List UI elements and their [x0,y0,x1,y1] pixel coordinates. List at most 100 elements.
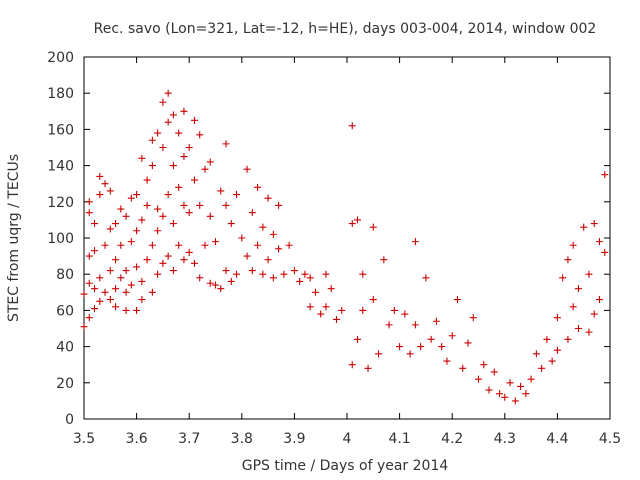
data-point [306,274,314,282]
data-point [511,397,519,405]
data-point [475,375,482,383]
y-tick-label: 40 [56,340,74,356]
x-tick-label: 3.5 [73,431,95,447]
data-point [332,315,340,323]
data-point [595,296,603,304]
data-point [369,296,377,304]
data-point [122,306,130,314]
data-point [280,270,288,278]
plot-area-frame [83,56,611,420]
data-point [348,220,356,228]
data-point [432,317,440,325]
y-axis-label: STEC from uqrg / TECUs [6,154,22,322]
data-point [143,176,151,184]
data-point [459,364,467,372]
x-tick-label: 3.7 [178,431,200,447]
data-point [122,267,130,275]
data-point [122,288,130,296]
data-point [354,216,362,224]
data-point [538,364,546,372]
data-point [212,281,219,289]
data-point [106,187,114,195]
data-point [154,129,162,137]
data-point [185,248,193,256]
data-point [117,274,125,282]
data-point [264,194,272,202]
data-point [85,279,93,287]
data-point [227,277,235,285]
data-point [401,310,409,318]
data-point [306,303,314,311]
data-point [496,390,504,398]
data-point [348,361,356,369]
x-tick-label: 3.6 [125,431,147,447]
data-point [396,343,404,351]
data-point [138,216,146,224]
data-point [390,306,398,314]
data-point [427,335,435,343]
data-point [190,176,198,184]
data-point [217,285,225,293]
data-point [548,357,556,365]
data-point [190,259,198,267]
data-point [417,343,425,351]
y-tick-label: 200 [47,50,74,66]
data-point [569,303,577,311]
data-point [106,267,114,275]
data-point [485,386,493,394]
data-point [180,201,188,209]
data-point [364,364,372,372]
data-point [275,245,283,253]
data-point [453,296,461,304]
data-point [117,241,125,249]
data-point [148,162,156,170]
data-point [269,274,277,282]
data-point [154,270,162,278]
x-tick-label: 3.9 [283,431,305,447]
y-tick-label: 20 [56,376,74,392]
data-point [101,288,109,296]
data-point [311,288,319,296]
data-point [227,220,235,228]
data-point [185,144,193,151]
data-point [169,220,177,228]
data-point [317,310,325,318]
data-point [243,252,251,260]
data-point [169,162,177,170]
data-point [180,153,188,161]
data-point [91,305,99,313]
data-point [585,270,593,278]
data-point [85,314,93,322]
data-point [117,205,125,213]
y-tick-label: 120 [47,195,74,211]
data-point [159,98,167,106]
data-point [259,223,267,231]
data-point [212,238,219,246]
data-point [501,393,509,401]
data-point [322,303,330,311]
data-point [127,194,135,202]
x-tick-label: 4.1 [388,431,410,447]
data-point [112,303,120,311]
data-point [196,201,204,209]
data-point [222,267,230,275]
x-tick-label: 3.8 [231,431,253,447]
data-point [406,350,414,358]
data-point [206,158,214,166]
data-point [143,256,151,264]
data-point [553,314,561,322]
data-point [411,321,419,329]
x-tick-label: 4.4 [546,431,568,447]
data-point [385,321,393,329]
y-tick-label: 180 [47,86,74,102]
data-point [359,306,367,314]
data-point [143,201,151,209]
data-point [443,357,451,365]
data-point [196,274,204,282]
data-point [206,279,214,287]
data-point [106,296,114,304]
data-point [585,328,593,336]
data-point [201,165,209,173]
data-point [248,267,256,275]
data-point [148,241,156,249]
